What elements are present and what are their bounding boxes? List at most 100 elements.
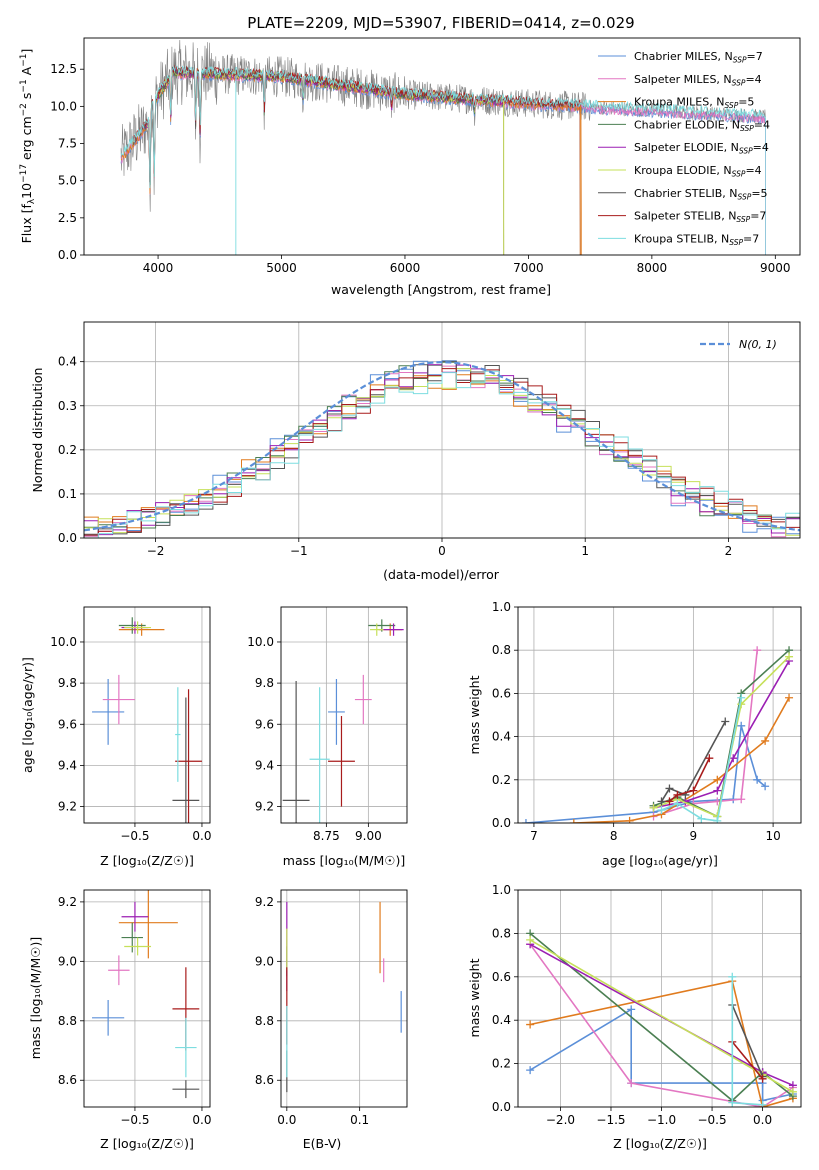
weight-vs-metallicity-xtick-label-0: −2.0 [546,1113,575,1127]
weight-vs-metallicity-series-7 [731,1041,764,1080]
age-vs-metallicity-ytick-label-1: 9.4 [58,758,77,772]
weight-vs-metallicity-series-2 [529,980,794,1107]
mass-vs-metallicity-frame [83,889,211,1108]
weight-vs-age-marker-5-4 [785,652,794,661]
legend-suffix-5: =4 [745,164,761,177]
weight-vs-age-marker-4-3 [729,754,738,763]
weight-vs-metallicity-marker-5-0 [526,935,535,944]
weight-vs-age-marker-7-3 [705,754,714,763]
model-spectrum-line-8 [120,65,766,255]
age-metallicity-x-label: Z [log₁₀(Z/Z☉)] [100,853,194,868]
weight-vs-age-ytick-label-2: 0.4 [492,730,511,744]
weight-age-y-label: mass weight [467,675,482,754]
weight-age-panel: 7 8 9 10 0.0 0.2 0.4 0.6 0.8 1.0 age [log₁₀(age/y… [467,600,802,868]
age-vs-metallicity-xtick-label-1: 0.0 [192,829,211,843]
spectrum-plot-area: 4000 5000 6000 7000 8000 9000 0.0 2.5 5.0 7.5 10.0… [50,37,801,275]
legend-suffix-7: =7 [750,210,766,223]
legend-sub-5: SSP [732,170,746,179]
legend-prefix-4: Salpeter ELODIE, N [634,141,739,154]
spectrum-panel: PLATE=2209, MJD=53907, FIBERID=0414, z=0… [19,14,801,297]
legend-prefix-5: Kroupa ELODIE, N [634,164,732,177]
age-mass-panel: 8.75 9.00 9.2 9.4 9.6 9.8 10.0 mass [log₁₀(M/M… [247,606,408,868]
spectrum-ytick-label-4: 10.0 [50,99,77,113]
legend-prefix-6: Chabrier STELIB, N [634,187,738,200]
residuals-ytick-label-4: 0.4 [58,355,77,369]
spectrum-ytick-label-3: 7.5 [58,137,77,151]
legend-prefix-7: Salpeter STELIB, N [634,210,736,223]
weight-vs-age-series-7 [668,757,711,803]
weight-vs-age-xtick-label-1: 8 [610,829,618,843]
weight-vs-metallicity-ytick-label-3: 0.6 [492,970,511,984]
weight-vs-age-marker-7-0 [665,797,674,806]
age-vs-metallicity-xtick-label-0: −0.5 [120,829,149,843]
spectrum-legend-label-3: Chabrier ELODIE, NSSP=4 [634,118,770,133]
residuals-ytick-label-0: 0.0 [58,531,77,545]
spectrum-ytick-label-1: 2.5 [58,211,77,225]
mass-vs-ebv-ytick-label-0: 8.6 [255,1073,274,1087]
weight-vs-age-ytick-label-4: 0.8 [492,643,511,657]
age-metallicity-plot-area: −0.5 0.0 9.2 9.4 9.6 9.8 10.0 [50,606,212,843]
weight-metallicity-y-label: mass weight [467,958,482,1037]
age-mass-plot-area: 8.75 9.00 9.2 9.4 9.6 9.8 10.0 [247,606,408,843]
legend-sub-0: SSP [733,56,747,65]
weight-vs-metallicity-ytick-label-1: 0.2 [492,1057,511,1071]
weight-vs-age-xtick-label-2: 9 [690,829,698,843]
legend-suffix-4: =4 [753,141,769,154]
residual-plot-area: −2 −1 0 1 2 0.0 0.1 0.2 0.3 0.4 [58,321,801,558]
legend-suffix-1: =4 [745,73,761,86]
weight-vs-metallicity-marker-8-1 [728,1098,737,1107]
spectrum-legend-label-7: Salpeter STELIB, NSSP=7 [634,210,766,225]
legend-sub-6: SSP [738,192,752,201]
spectrum-frame [83,37,801,256]
age-vs-metallicity-frame [83,606,211,824]
spectrum-legend-label-5: Kroupa ELODIE, NSSP=4 [634,164,762,179]
age-vs-mass-ytick-label-1: 9.4 [255,758,274,772]
residual-legend: N(0, 1) [700,338,777,351]
age-vs-metallicity-ytick-label-2: 9.6 [58,717,77,731]
weight-vs-metallicity-ytick-label-0: 0.0 [492,1100,511,1114]
residuals-ytick-label-2: 0.2 [58,443,77,457]
weight-vs-age-marker-2-0 [569,819,578,823]
weight-vs-metallicity-frame [517,889,802,1108]
legend-prefix-1: Salpeter MILES, N [634,73,732,86]
residual-histogram-8 [84,370,800,538]
weight-vs-metallicity-marker-1-1 [627,1079,636,1088]
gaussian-curve [84,360,800,532]
mass-vs-metallicity-ytick-label-1: 8.8 [58,1014,77,1028]
spectrum-xtick-label-0: 4000 [143,261,174,275]
spectrum-ytick-label-0: 0.0 [58,248,77,262]
age-metallicity-panel: −0.5 0.09.29.49.69.810.0 Z [log₁₀(Z/Z☉)] … [20,606,212,868]
residuals-ytick-label-1: 0.1 [58,487,77,501]
spectrum-content [120,39,766,255]
age-vs-metallicity-ytick-label-0: 9.2 [58,800,77,814]
mass-vs-ebv-ytick-label-3: 9.2 [255,895,274,909]
weight-vs-age-ytick-label-3: 0.6 [492,686,511,700]
spectrum-xtick-label-3: 7000 [513,261,544,275]
weight-vs-metallicity-marker-0-1 [627,1005,636,1014]
weight-vs-age-marker-0-4 [737,721,746,730]
weight-vs-age-xtick-label-0: 7 [530,829,538,843]
weight-vs-age-marker-2-1 [625,816,634,823]
mass-metallicity-plot-area: −0.5 0.0 8.6 8.8 9.0 9.2 [58,889,212,1127]
spectrum-xtick-label-1: 5000 [266,261,297,275]
weight-vs-metallicity-marker-0-0 [526,1066,535,1075]
residuals-xtick-label-1: −1 [290,544,308,558]
weight-vs-metallicity-marker-7-1 [758,1074,767,1083]
weight-vs-age-ytick-label-1: 0.2 [492,773,511,787]
weight-vs-age-ytick-label-5: 1.0 [492,600,511,614]
spectrum-y-label-h: −1 [19,79,29,92]
spectrum-xtick-label-5: 9000 [760,261,791,275]
spectrum-legend-label-6: Chabrier STELIB, NSSP=5 [634,187,768,202]
weight-vs-age-marker-0-6 [761,782,770,791]
weight-vs-age-marker-0-0 [521,819,530,823]
weight-vs-age-marker-8-2 [697,814,706,823]
legend-suffix-8: =7 [743,232,759,245]
weight-vs-metallicity-xtick-label-3: −0.5 [697,1113,726,1127]
legend-suffix-0: =7 [747,50,763,63]
weight-vs-age-marker-8-0 [657,806,666,815]
weight-vs-age-content [521,646,794,823]
legend-suffix-2: =5 [738,96,754,109]
legend-prefix-8: Kroupa STELIB, N [634,232,729,245]
legend-sub-4: SSP [739,147,753,156]
